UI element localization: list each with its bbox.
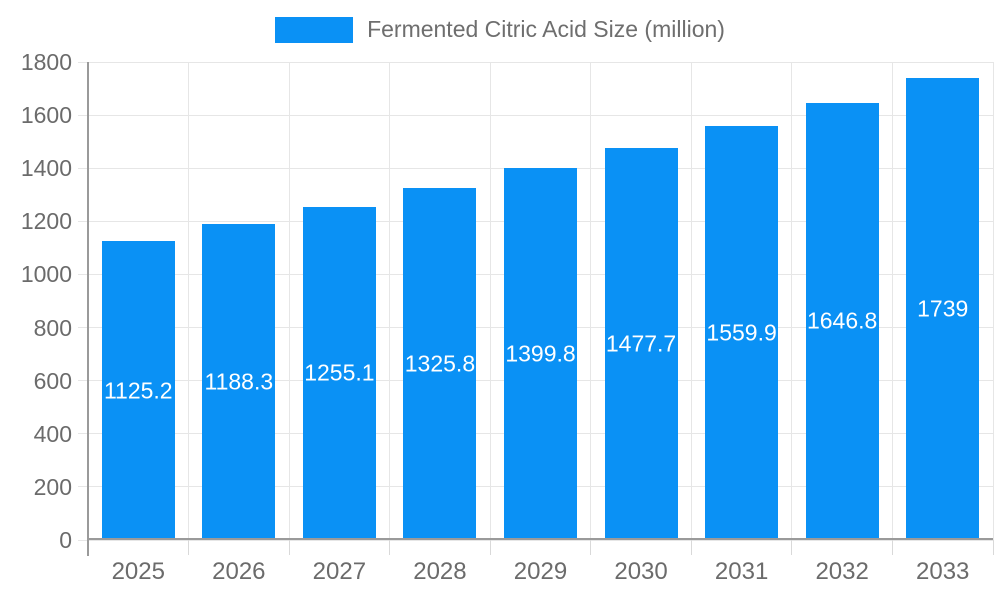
x-axis-tick: [791, 540, 793, 555]
x-axis-tick: [891, 540, 893, 555]
y-tick-label: 1400: [20, 155, 72, 182]
x-tick-label: 2033: [916, 558, 970, 585]
x-gridline: [590, 62, 592, 540]
x-axis-tick: [590, 540, 592, 555]
y-gridline: [78, 114, 993, 116]
bar-value-label: 1325.8: [404, 350, 476, 377]
y-gridline: [78, 539, 993, 541]
bar[interactable]: 1399.8: [504, 168, 577, 540]
y-tick-label: 200: [33, 473, 72, 500]
legend[interactable]: Fermented Citric Acid Size (million): [0, 16, 1000, 43]
legend-label: Fermented Citric Acid Size (million): [367, 16, 725, 42]
bar[interactable]: 1325.8: [403, 187, 477, 540]
bar-value-label: 1399.8: [505, 340, 576, 367]
bar-value-label: 1739: [917, 295, 969, 322]
bar[interactable]: 1646.8: [805, 102, 879, 540]
x-tick-label: 2031: [714, 558, 769, 585]
y-tick-label: 1200: [20, 208, 72, 235]
x-gridline: [791, 62, 793, 540]
x-tick-label: 2032: [815, 558, 869, 585]
bar[interactable]: 1125.2: [101, 241, 175, 540]
bar[interactable]: 1559.9: [705, 125, 779, 540]
y-tick-label: 800: [33, 314, 72, 341]
x-gridline: [389, 62, 391, 540]
bar[interactable]: 1188.3: [202, 224, 276, 540]
bar-value-label: 1477.7: [605, 330, 677, 357]
x-tick-label: 2026: [212, 558, 266, 585]
x-tick-label: 2028: [413, 558, 467, 585]
plot-area: 1125.2 1188.3 1255.1 1325.8 1399.8 1477.7 1559…: [78, 61, 994, 556]
bar-value-label: 1125.2: [103, 377, 173, 404]
y-gridline: [78, 167, 993, 169]
x-axis-tick: [992, 540, 994, 555]
y-tick-label: 600: [33, 367, 72, 394]
y-tick-label: 400: [33, 420, 72, 447]
x-axis-tick: [188, 540, 190, 555]
y-tick-label: 1000: [20, 261, 72, 288]
x-tick-label: 2030: [614, 558, 668, 585]
x-gridline: [188, 62, 190, 540]
x-axis-tick: [690, 540, 692, 555]
x-gridline: [489, 62, 491, 540]
y-gridline: [78, 61, 993, 63]
x-gridline: [690, 62, 692, 540]
x-tick-label: 2029: [513, 558, 568, 585]
bar-value-label: 1188.3: [204, 368, 274, 395]
x-tick-label: 2025: [111, 558, 165, 585]
bar[interactable]: 1255.1: [302, 206, 376, 540]
x-gridline: [992, 62, 994, 540]
y-tick-label: 1600: [20, 102, 72, 129]
bar-value-label: 1646.8: [806, 307, 878, 334]
bar-value-label: 1255.1: [304, 359, 375, 386]
bar[interactable]: 1739: [906, 78, 980, 540]
y-tick-label: 1800: [20, 49, 72, 75]
x-axis-line: [88, 538, 993, 540]
y-axis-line: [87, 62, 89, 556]
x-axis-tick: [489, 540, 491, 555]
x-axis-tick: [389, 540, 391, 555]
x-tick-label: 2027: [312, 558, 367, 585]
x-axis-tick: [288, 540, 290, 555]
bar-value-label: 1559.9: [706, 319, 777, 346]
x-gridline: [288, 62, 290, 540]
bar[interactable]: 1477.7: [604, 147, 678, 540]
legend-swatch-icon: [275, 16, 354, 43]
y-tick-label: 0: [59, 527, 72, 553]
x-gridline: [891, 62, 893, 540]
